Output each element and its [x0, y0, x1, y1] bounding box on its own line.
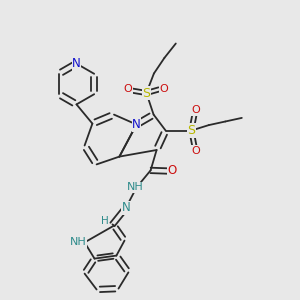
Text: S: S — [142, 86, 150, 100]
Text: NH: NH — [70, 237, 86, 248]
Text: NH: NH — [127, 182, 143, 193]
Text: O: O — [168, 164, 177, 178]
Text: O: O — [159, 83, 168, 94]
Text: O: O — [191, 146, 200, 156]
Text: S: S — [188, 124, 195, 137]
Text: H: H — [101, 216, 109, 226]
Text: N: N — [72, 57, 81, 70]
Text: O: O — [123, 84, 132, 94]
Text: N: N — [132, 118, 141, 131]
Text: N: N — [122, 201, 130, 214]
Text: O: O — [191, 105, 200, 116]
